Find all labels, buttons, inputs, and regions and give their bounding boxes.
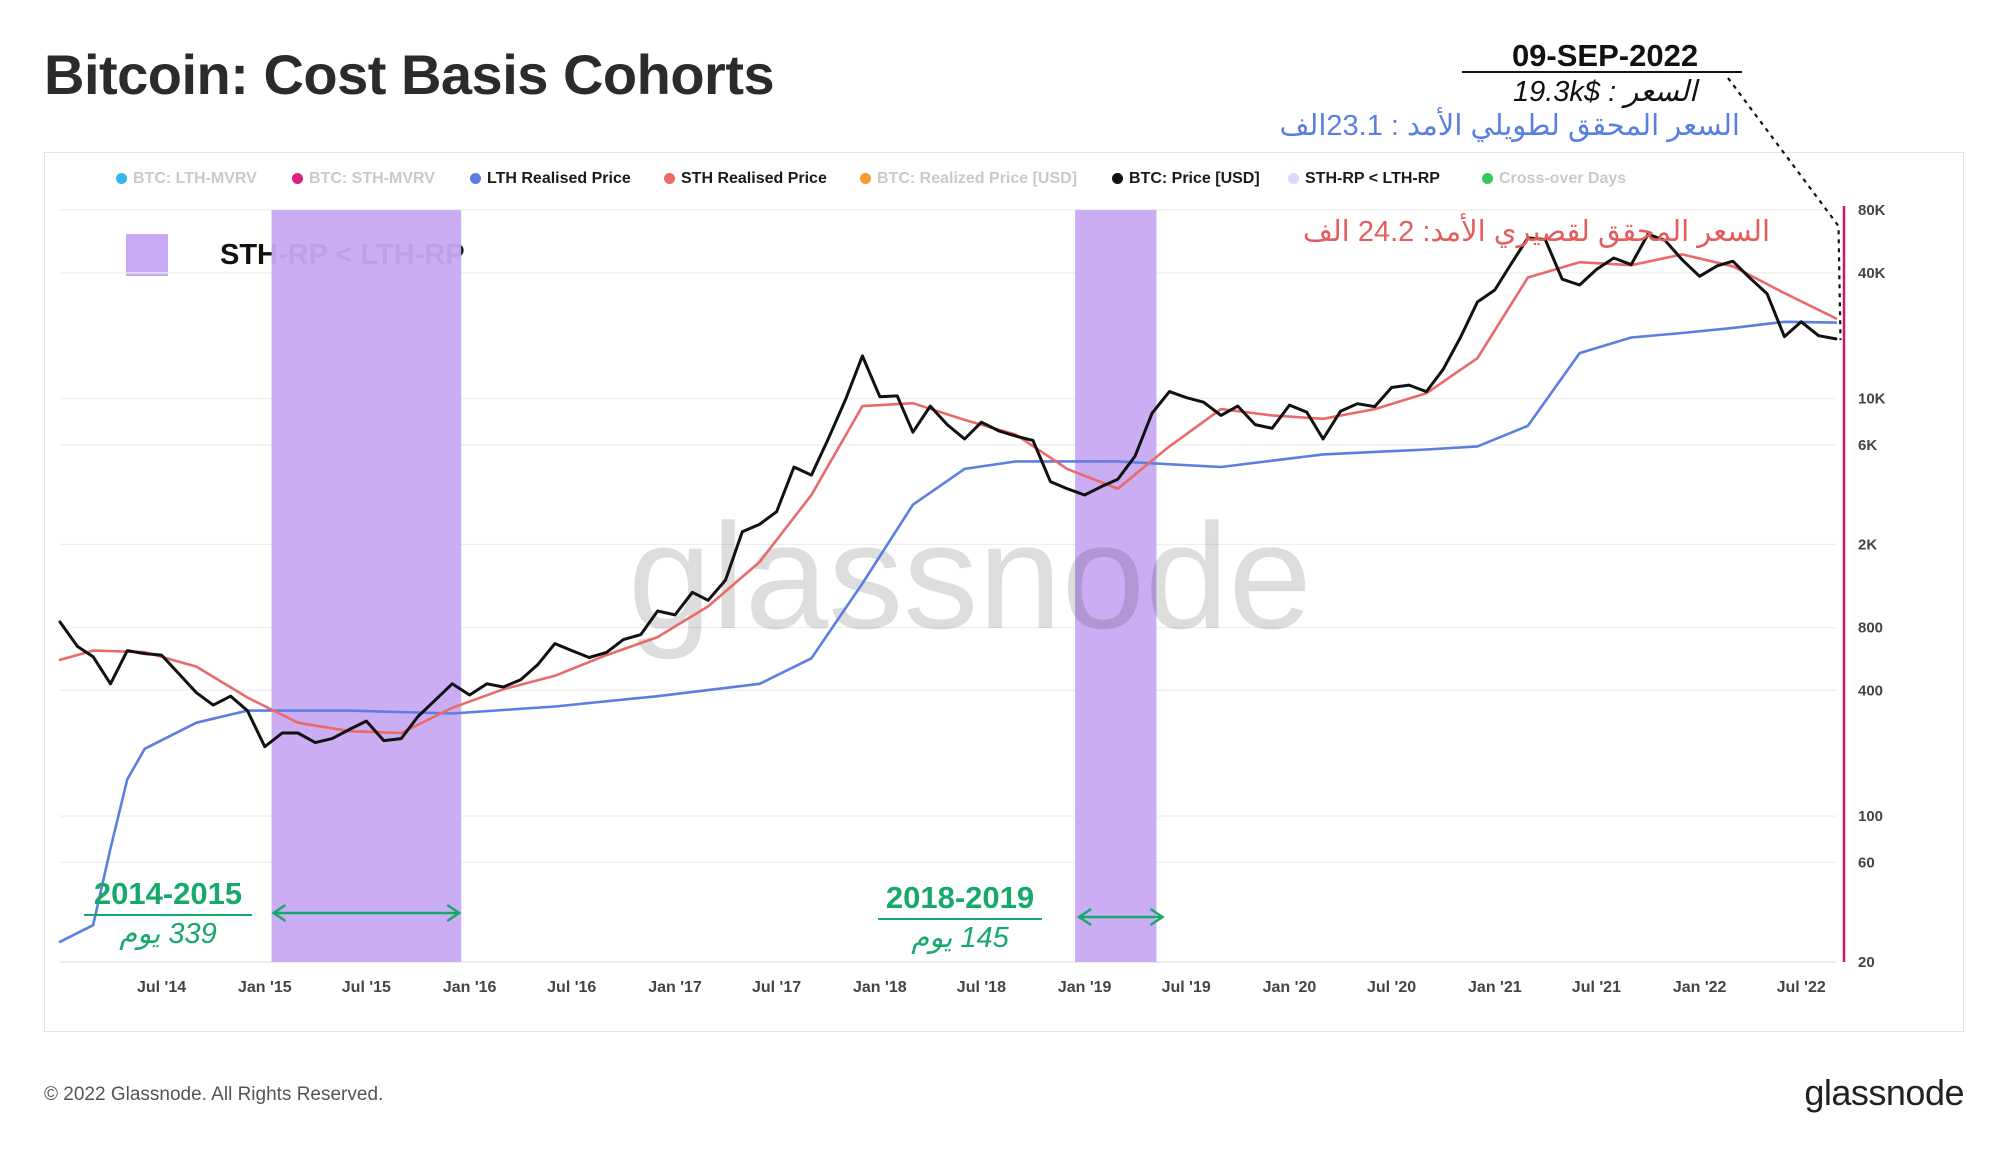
legend-dot — [292, 173, 303, 184]
y-tick-label: 80K — [1858, 202, 1886, 219]
y-tick-label: 100 — [1858, 808, 1883, 825]
legend-item-btc-price[interactable]: BTC: Price [USD] — [1112, 168, 1260, 190]
y-tick-label: 40K — [1858, 265, 1886, 282]
x-tick-label: Jul '16 — [547, 979, 596, 996]
period-days: 145 يوم — [911, 922, 1009, 954]
legend-item-sth-rp-lt-lth-rp[interactable]: STH-RP < LTH-RP — [1288, 168, 1440, 190]
page-title: Bitcoin: Cost Basis Cohorts — [44, 43, 775, 106]
legend-label: BTC: Realized Price [USD] — [877, 170, 1078, 187]
legend-item-cross-over-days[interactable]: Cross-over Days — [1482, 168, 1626, 190]
price-annotation: السعر : $19.3k — [1512, 76, 1697, 108]
legend-dot — [1288, 173, 1299, 184]
x-tick-label: Jan '22 — [1673, 979, 1727, 996]
x-tick-label: Jul '18 — [957, 979, 1006, 996]
legend-dot — [116, 173, 127, 184]
period-underline — [84, 914, 252, 916]
y-tick-label: 2K — [1858, 536, 1877, 553]
period-title: 2014-2015 — [93, 876, 243, 911]
legend-label: STH Realised Price — [681, 170, 827, 187]
x-tick-label: Jul '17 — [752, 979, 801, 996]
legend-dot — [1482, 173, 1493, 184]
x-tick-label: Jan '21 — [1468, 979, 1522, 996]
sth-rp-annotation: السعر المحقق لقصيري الأمد: 24.2 الف — [1302, 216, 1770, 248]
legend-item-sth-realised-price[interactable]: STH Realised Price — [664, 168, 827, 190]
period-underline — [878, 918, 1042, 920]
legend-item-lth-mvrv[interactable]: BTC: LTH-MVRV — [116, 168, 257, 190]
x-tick-label: Jul '19 — [1162, 979, 1211, 996]
period-2018-2019: 2018-2019 145 يوم — [872, 880, 1048, 955]
legend-label: BTC: Price [USD] — [1129, 170, 1260, 187]
x-tick-label: Jul '14 — [137, 979, 186, 996]
highlight-date: 09-SEP-2022 — [1511, 38, 1699, 73]
x-tick-label: Jan '17 — [648, 979, 702, 996]
lth-rp-annotation: السعر المحقق لطويلي الأمد : 23.1الف — [1279, 110, 1740, 142]
period-arrow-head — [1076, 907, 1092, 927]
legend-label: STH-RP < LTH-RP — [1305, 170, 1440, 187]
legend-dot — [664, 173, 675, 184]
period-days: 339 يوم — [119, 918, 217, 950]
period-title: 2018-2019 — [885, 880, 1035, 915]
x-tick-label: Jul '20 — [1367, 979, 1416, 996]
series-line — [58, 232, 1838, 749]
period-arrow-head — [1149, 907, 1165, 927]
y-tick-label: 400 — [1858, 682, 1883, 699]
legend-dot — [470, 173, 481, 184]
legend-item-sth-mvrv[interactable]: BTC: STH-MVRV — [292, 168, 435, 190]
y-tick-label: 10K — [1858, 391, 1886, 408]
legend-label: LTH Realised Price — [487, 170, 631, 187]
x-tick-label: Jan '16 — [443, 979, 497, 996]
shaded-range — [271, 210, 462, 962]
y-tick-label: 6K — [1858, 437, 1877, 454]
brand-logo: glassnode — [1804, 1072, 1964, 1113]
period-2014-2015: 2014-2015 339 يوم — [78, 876, 258, 951]
x-tick-label: Jul '15 — [342, 979, 391, 996]
legend-label: BTC: STH-MVRV — [309, 170, 435, 187]
y-tick-label: 800 — [1858, 620, 1883, 637]
x-tick-label: Jan '20 — [1263, 979, 1317, 996]
x-tick-label: Jul '22 — [1777, 979, 1826, 996]
copyright: © 2022 Glassnode. All Rights Reserved. — [44, 1084, 384, 1105]
period-arrow-head — [271, 903, 287, 923]
y-tick-label: 60 — [1858, 854, 1875, 871]
legend-label: Cross-over Days — [1499, 170, 1627, 187]
period-arrow-head — [446, 903, 462, 923]
x-tick-label: Jul '21 — [1572, 979, 1621, 996]
date-leader — [1727, 77, 1842, 341]
legend-dot — [1112, 173, 1123, 184]
chart-panel — [44, 152, 1964, 1032]
x-tick-label: Jan '18 — [853, 979, 907, 996]
series-line — [58, 253, 1838, 735]
x-tick-label: Jan '15 — [238, 979, 292, 996]
y-tick-label: 20 — [1858, 954, 1875, 971]
x-tick-label: Jan '19 — [1058, 979, 1112, 996]
chart-legend: BTC: LTH-MVRV BTC: STH-MVRV LTH Realised… — [72, 168, 1972, 192]
series-line — [58, 320, 1838, 944]
legend-item-realized-price[interactable]: BTC: Realized Price [USD] — [860, 168, 1077, 190]
legend-item-lth-realised-price[interactable]: LTH Realised Price — [470, 168, 631, 190]
legend-dot — [860, 173, 871, 184]
legend-label: BTC: LTH-MVRV — [133, 170, 257, 187]
shade-legend-swatch — [126, 234, 168, 276]
shaded-range — [1075, 210, 1157, 962]
watermark: glassnode — [628, 492, 1312, 660]
